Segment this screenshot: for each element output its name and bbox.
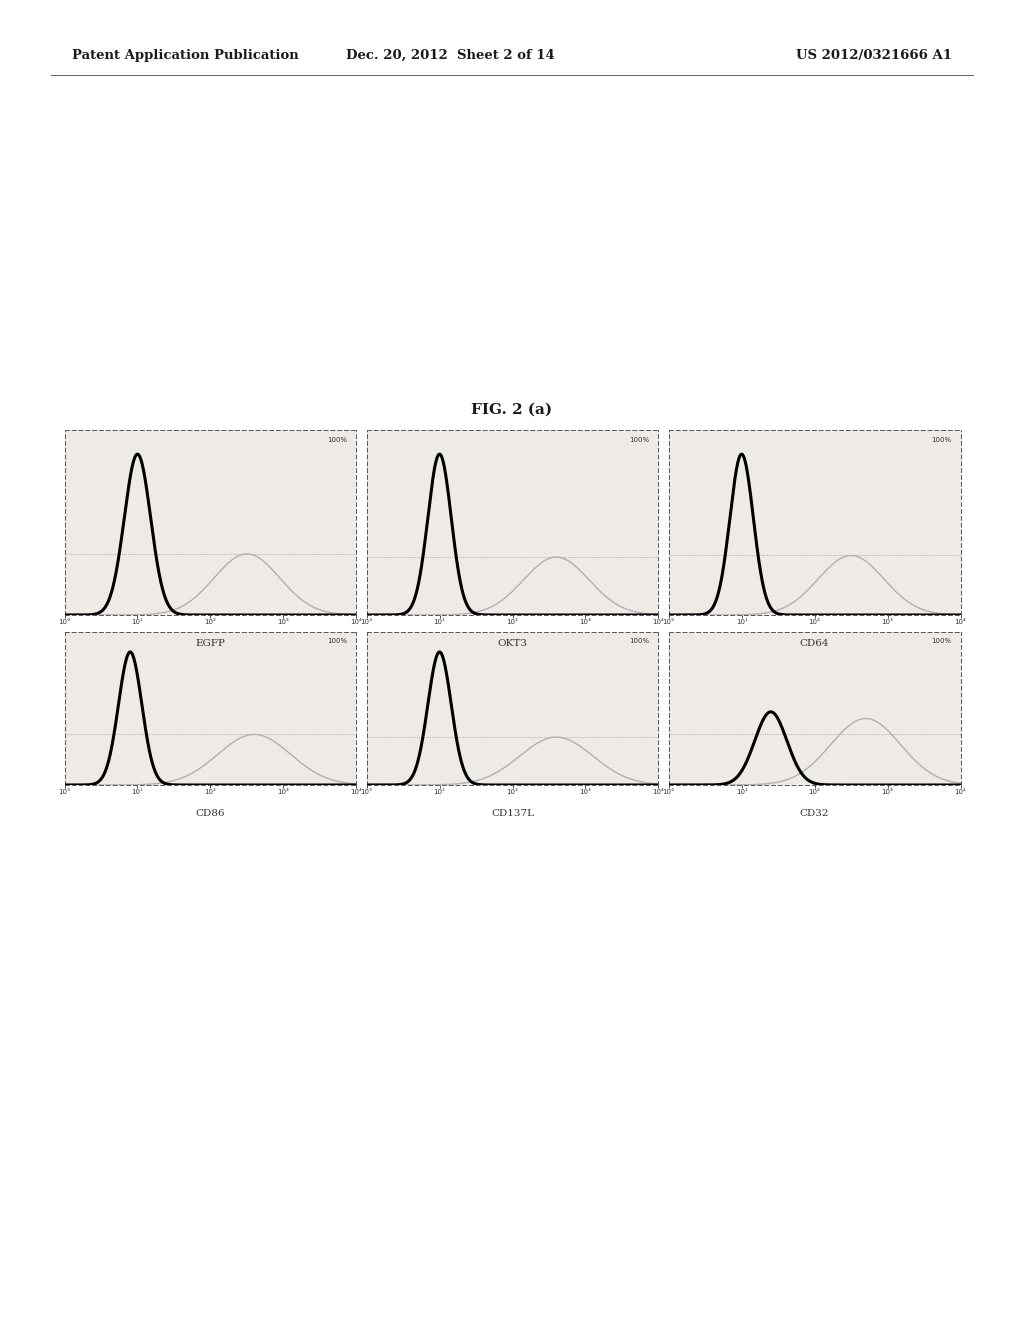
Text: Dec. 20, 2012  Sheet 2 of 14: Dec. 20, 2012 Sheet 2 of 14 [346, 49, 555, 62]
Text: OKT3: OKT3 [498, 639, 527, 648]
Text: FIG. 2 (a): FIG. 2 (a) [471, 403, 553, 417]
Text: CD32: CD32 [800, 809, 829, 818]
Text: EGFP: EGFP [196, 639, 225, 648]
Text: Patent Application Publication: Patent Application Publication [72, 49, 298, 62]
Text: CD64: CD64 [800, 639, 829, 648]
Text: CD86: CD86 [196, 809, 225, 818]
Text: US 2012/0321666 A1: US 2012/0321666 A1 [797, 49, 952, 62]
Text: 100%: 100% [932, 638, 951, 644]
Text: CD137L: CD137L [492, 809, 534, 818]
Text: 100%: 100% [932, 437, 951, 444]
Text: 100%: 100% [328, 437, 347, 444]
Text: 100%: 100% [630, 437, 649, 444]
Text: 100%: 100% [630, 638, 649, 644]
Text: 100%: 100% [328, 638, 347, 644]
